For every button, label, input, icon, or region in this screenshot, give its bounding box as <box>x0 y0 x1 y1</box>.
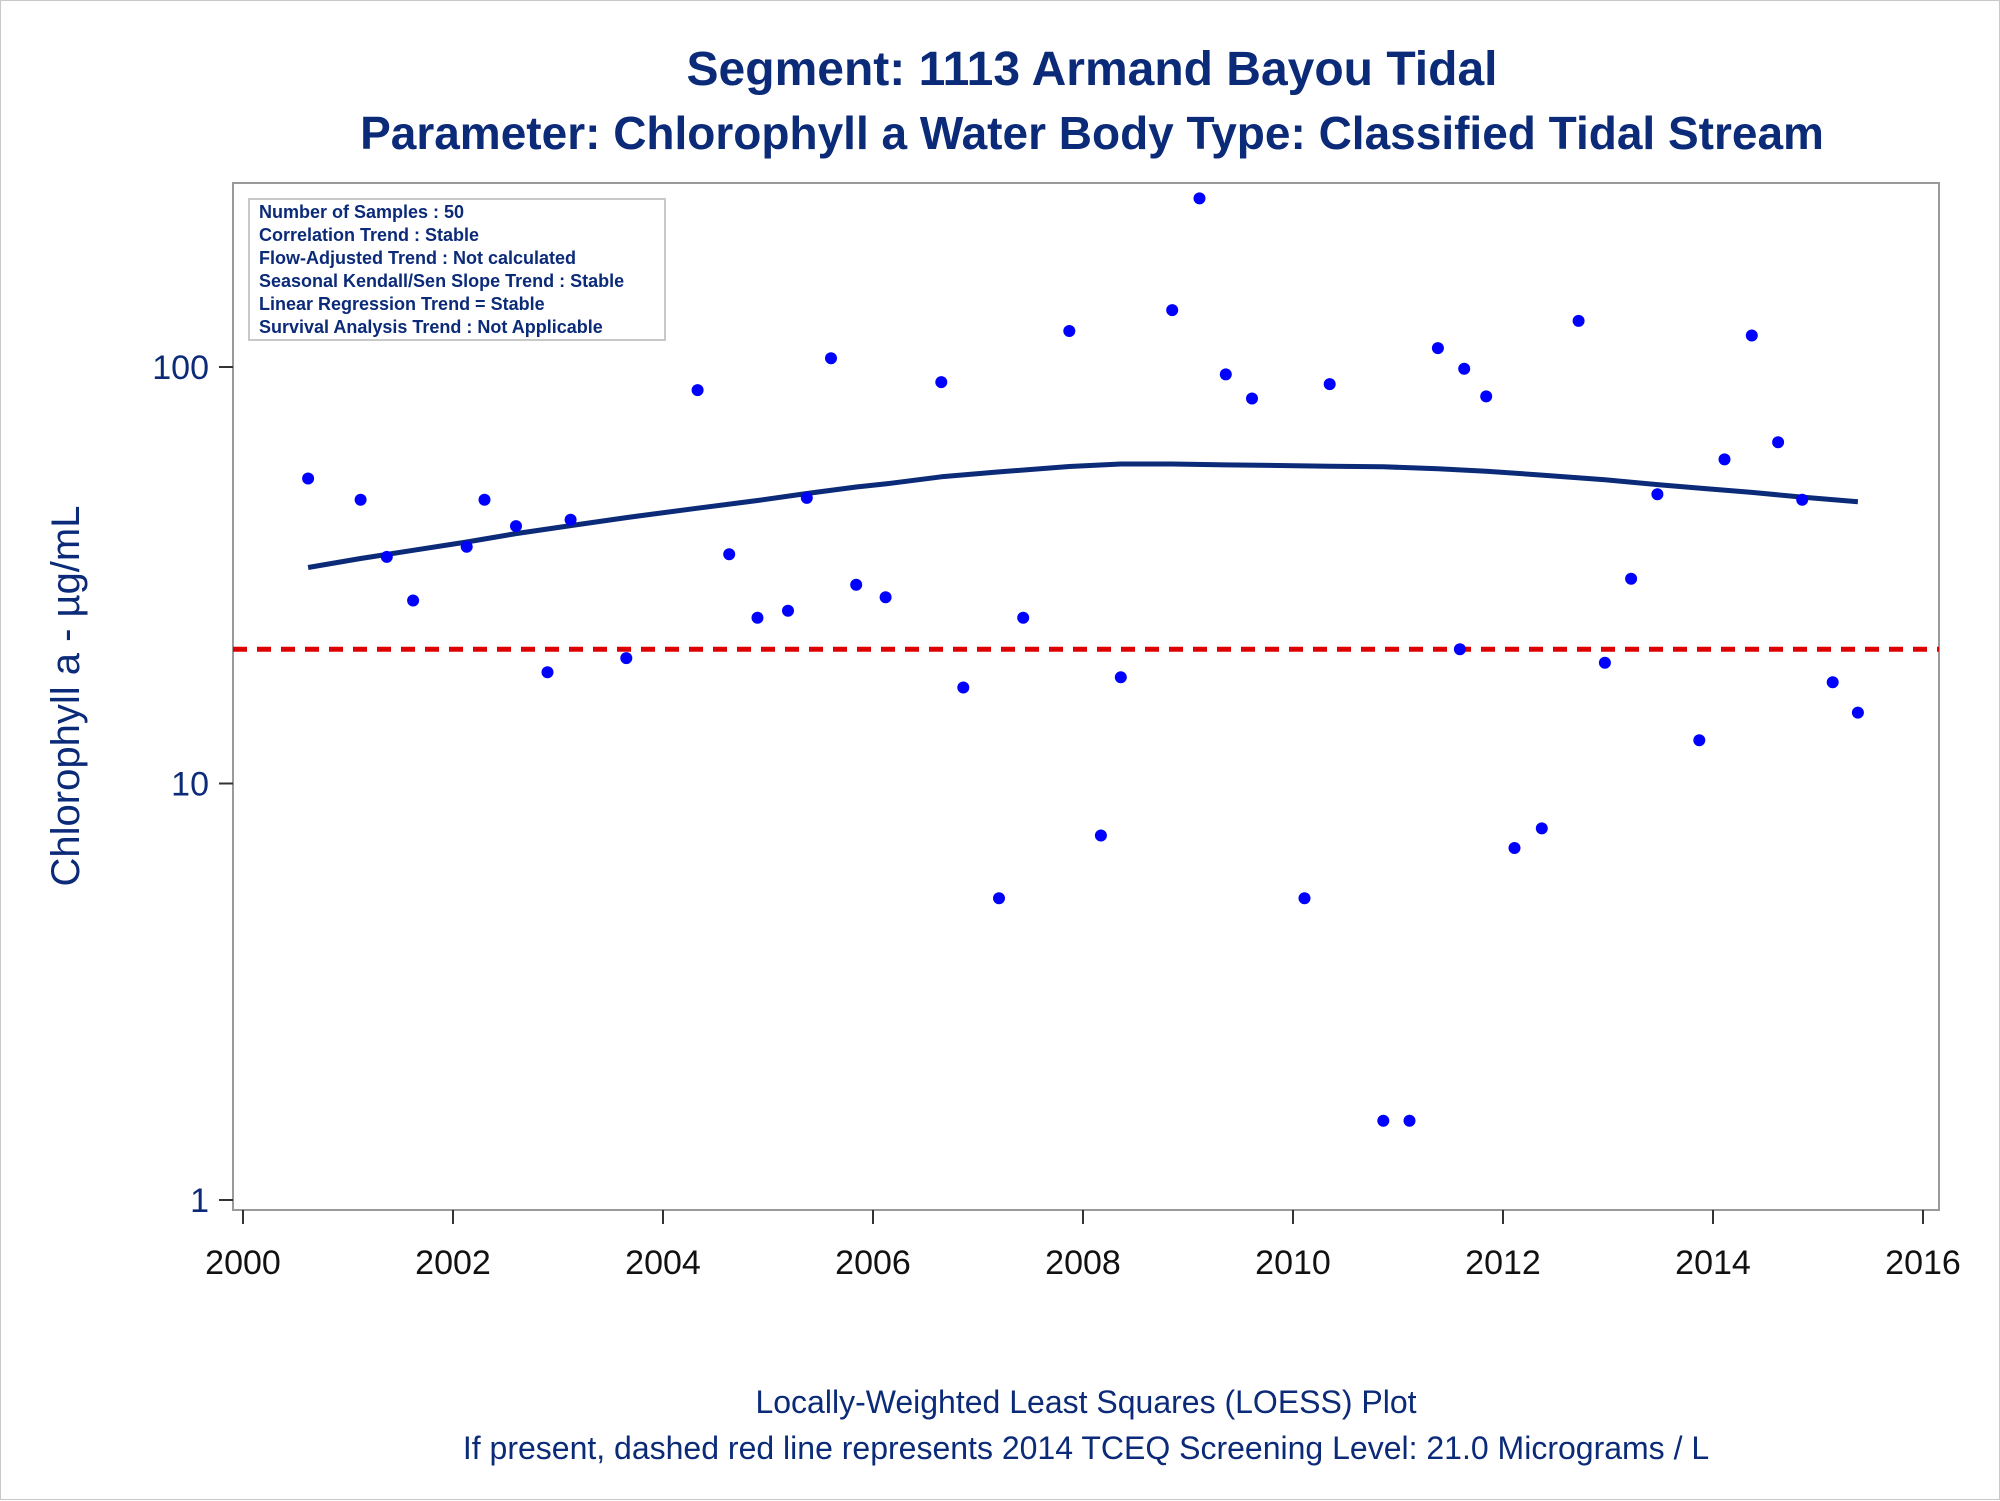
x-tick-label: 2014 <box>1675 1244 1751 1282</box>
data-point <box>1063 325 1076 337</box>
data-point <box>782 604 794 617</box>
data-point <box>1851 706 1864 719</box>
data-point <box>1094 829 1107 842</box>
data-point <box>1193 192 1206 205</box>
data-point <box>541 666 554 679</box>
data-point <box>460 540 473 553</box>
data-point <box>1693 734 1706 747</box>
data-point <box>478 493 491 506</box>
plot-layer <box>233 192 1939 1127</box>
data-point <box>1298 892 1311 905</box>
stats-line: Number of Samples : 50 <box>259 202 464 222</box>
data-point <box>1480 390 1493 403</box>
data-point <box>1535 822 1548 835</box>
data-point <box>751 611 764 624</box>
data-point <box>800 491 813 504</box>
data-point <box>850 578 863 591</box>
stats-line: Survival Analysis Trend : Not Applicable <box>259 317 603 337</box>
data-point <box>1219 368 1232 381</box>
x-tick-label: 2008 <box>1045 1244 1121 1282</box>
data-point <box>302 472 315 485</box>
data-point <box>691 384 704 397</box>
data-point <box>620 652 633 665</box>
data-point <box>1114 671 1127 684</box>
footnote-screening-level: If present, dashed red line represents 2… <box>463 1430 1709 1466</box>
x-tick-label: 2010 <box>1255 1244 1331 1282</box>
data-point <box>1166 304 1179 317</box>
data-point <box>1017 611 1030 624</box>
y-tick-label: 100 <box>152 349 209 387</box>
data-point <box>407 594 420 607</box>
data-point <box>957 681 970 694</box>
stats-line: Seasonal Kendall/Sen Slope Trend : Stabl… <box>259 271 624 291</box>
chart-subtitle: Parameter: Chlorophyll a Water Body Type… <box>360 107 1824 159</box>
data-point <box>935 376 948 389</box>
data-point <box>1745 329 1758 342</box>
stats-box: Number of Samples : 50 Correlation Trend… <box>248 198 666 341</box>
data-point <box>993 892 1005 905</box>
y-tick-label: 10 <box>171 766 209 804</box>
x-tick-label: 2012 <box>1465 1244 1541 1282</box>
data-point <box>1453 643 1466 656</box>
plot-area <box>232 182 1940 1211</box>
data-point <box>1508 842 1521 854</box>
data-point <box>1431 342 1444 355</box>
data-point <box>1572 314 1585 327</box>
x-tick-label: 2002 <box>415 1244 491 1282</box>
x-tick-label: 2004 <box>625 1244 701 1282</box>
data-point <box>1625 572 1638 585</box>
x-tick-label: 2000 <box>205 1244 281 1282</box>
loess-curve <box>307 461 1859 570</box>
data-point <box>1718 453 1731 466</box>
data-point <box>1403 1114 1416 1127</box>
data-point <box>354 493 367 506</box>
chart-title: Segment: 1113 Armand Bayou Tidal <box>687 43 1498 96</box>
data-point <box>1826 676 1839 689</box>
stats-box-border <box>248 198 666 341</box>
data-point <box>825 352 837 365</box>
data-point <box>1323 378 1336 391</box>
data-point <box>1377 1114 1390 1127</box>
y-axis-label: Chlorophyll a - µg/mL <box>44 506 88 887</box>
data-point <box>564 513 577 526</box>
data-point <box>723 548 736 561</box>
data-point <box>510 520 522 533</box>
y-tick-label: 1 <box>190 1182 209 1220</box>
stats-line: Flow-Adjusted Trend : Not calculated <box>259 248 576 268</box>
stats-line: Linear Regression Trend = Stable <box>259 294 545 314</box>
data-point <box>1772 436 1785 449</box>
data-point <box>1458 362 1471 375</box>
data-point <box>380 550 393 563</box>
x-tick-label: 2006 <box>835 1244 911 1282</box>
data-point <box>1598 656 1611 669</box>
data-point <box>1246 392 1258 405</box>
x-tick-label: 2016 <box>1885 1244 1961 1282</box>
footnote-loess: Locally-Weighted Least Squares (LOESS) P… <box>755 1384 1416 1420</box>
stats-line: Correlation Trend : Stable <box>259 225 479 245</box>
data-point <box>1651 488 1664 501</box>
data-point <box>1796 493 1809 506</box>
axis-layer: 2000 2002 2004 2006 2008 2010 2012 2014 2016 1 10 1… <box>152 349 1961 1282</box>
data-point <box>879 591 892 604</box>
